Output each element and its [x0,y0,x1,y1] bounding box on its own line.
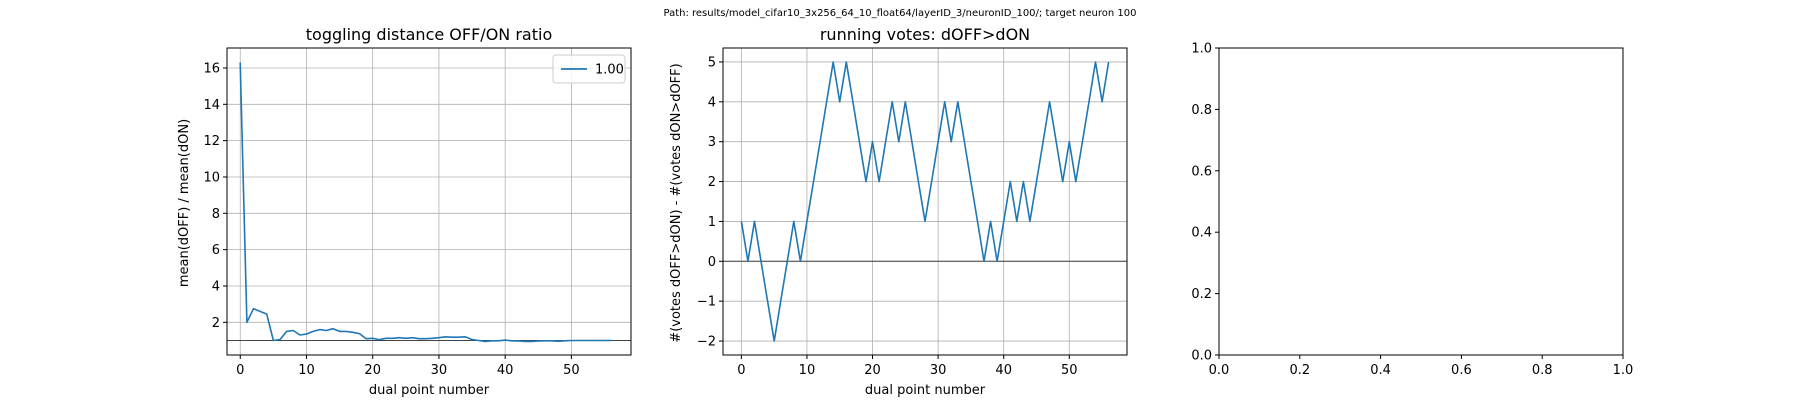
empty-chart-ytick-label: 0.2 [1191,287,1212,302]
ratio-chart-ytick-label: 4 [212,279,220,294]
votes-chart-xtick-label: 10 [799,363,816,378]
votes-chart-ytick-label: 5 [708,55,716,70]
empty-chart-ytick-label: 0.4 [1191,226,1212,241]
ratio-chart-xtick-label: 50 [563,363,580,378]
ratio-chart-ytick-label: 14 [203,98,220,113]
votes-chart-ytick-label: 4 [708,95,716,110]
ratio-chart-xtick-label: 0 [236,363,244,378]
ratio-chart-ylabel: mean(dOFF) / mean(dON) [177,119,192,287]
ratio-chart-ytick-label: 10 [203,170,220,185]
votes-chart-xtick-label: 40 [995,363,1012,378]
figure-suptitle: Path: results/model_cifar10_3x256_64_10_… [664,8,1137,19]
votes-chart-xtick-label: 20 [864,363,881,378]
empty-chart-frame [1218,47,1624,356]
empty-chart-xtick-label: 0.2 [1289,363,1310,378]
votes-chart-xtick-label: 50 [1061,363,1078,378]
votes-chart-xtick-label: 0 [737,363,745,378]
empty-chart-xtick-label: 0.8 [1532,363,1553,378]
votes-chart-title: running votes: dOFF>dON [820,25,1030,44]
votes-chart-series-line [740,61,1110,342]
empty-chart-xtick-label: 0.4 [1370,363,1391,378]
empty-chart-ytick-label: 0.6 [1191,164,1212,179]
ratio-chart-legend-box [552,54,626,84]
votes-chart: running votes: dOFF>dON dual point numbe… [669,25,1128,398]
votes-chart-ytick-label: 2 [708,175,716,190]
ratio-chart-xtick-label: 40 [497,363,514,378]
ratio-chart-ytick-label: 2 [212,316,220,331]
votes-chart-xtick-label: 30 [930,363,947,378]
ratio-chart-series-line [239,62,612,343]
empty-chart-xtick-label: 1.0 [1613,363,1634,378]
votes-chart-frame [722,47,1128,356]
votes-chart-ytick-label: 1 [708,215,716,230]
ratio-chart-ytick-label: 16 [203,61,220,76]
empty-chart-xtick-label: 0.0 [1209,363,1230,378]
empty-chart-ytick-label: 0.8 [1191,103,1212,118]
ratio-chart-title: toggling distance OFF/ON ratio [306,25,552,44]
votes-chart-ytick-label: 0 [708,255,716,270]
ratio-chart-ytick-label: 8 [212,207,220,222]
ratio-chart-frame [226,47,632,356]
ratio-chart: toggling distance OFF/ON ratio dual poin… [177,25,632,398]
ratio-chart-xlabel: dual point number [369,383,490,398]
empty-chart-ytick-label: 1.0 [1191,42,1212,57]
votes-chart-ytick-label: 3 [708,135,716,150]
ratio-chart-xtick-label: 30 [431,363,448,378]
ratio-chart-ytick-label: 6 [212,243,220,258]
votes-chart-ytick-label: −2 [697,335,716,350]
empty-chart-xtick-label: 0.6 [1451,363,1472,378]
votes-chart-xlabel: dual point number [865,383,986,398]
ratio-chart-ytick-label: 12 [203,134,220,149]
votes-chart-ytick-label: −1 [697,295,716,310]
votes-chart-ylabel: #(votes dOFF>dON) - #(votes dON>dOFF) [669,63,684,342]
ratio-chart-legend-label: 1.00 [595,63,624,78]
empty-chart-ytick-label: 0.0 [1191,349,1212,364]
ratio-chart-xtick-label: 20 [364,363,381,378]
empty-chart: 0.0 0.2 0.4 0.6 0.8 1.0 0.0 0.2 0.4 0.6 0.8 1.0 [1191,42,1633,379]
ratio-chart-xtick-label: 10 [298,363,315,378]
